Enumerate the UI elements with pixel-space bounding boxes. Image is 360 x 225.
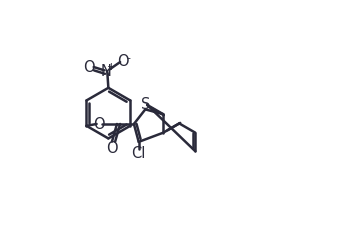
- Text: O: O: [117, 54, 129, 69]
- Text: +: +: [107, 62, 116, 72]
- Text: Cl: Cl: [131, 146, 146, 160]
- Text: O: O: [83, 60, 94, 75]
- Text: N: N: [101, 64, 112, 79]
- Text: -: -: [126, 53, 130, 63]
- Text: S: S: [141, 97, 150, 112]
- Text: O: O: [94, 117, 105, 132]
- Text: O: O: [106, 140, 118, 155]
